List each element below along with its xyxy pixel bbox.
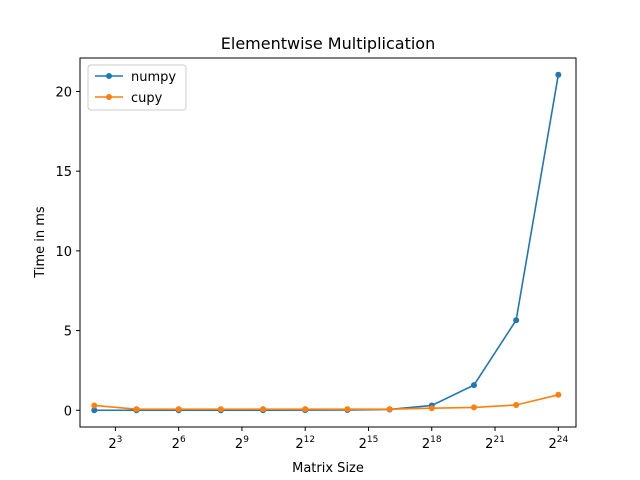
x-tick-label: 26 [172,435,186,452]
plot-area: 23 26 29 212 215 218 221 224 0 5 10 15 20 [55,71,568,452]
data-point-cupy [513,402,520,409]
x-tick-label: 215 [359,435,379,452]
series-line-cupy [94,394,559,410]
data-point-cupy [555,391,562,398]
data-point-cupy [217,406,224,413]
data-point-cupy [344,406,351,413]
data-point-cupy [386,406,393,413]
x-tick-label: 212 [295,435,315,452]
legend-marker-numpy [106,73,112,79]
x-tick-label: 29 [235,435,249,452]
legend-marker-cupy [106,94,112,100]
x-tick-label: 23 [108,435,122,452]
data-point-cupy [175,406,182,413]
x-tick-label: 221 [485,435,505,452]
data-point-cupy [133,406,140,413]
axes-frame [79,57,577,428]
legend-label-cupy: cupy [131,91,163,106]
data-point-cupy [91,402,98,409]
data-point-numpy [470,382,477,389]
data-point-cupy [260,406,267,413]
y-tick-label: 10 [55,245,72,260]
data-point-numpy [555,71,562,78]
chart-title: Elementwise Multiplication [221,34,435,53]
y-tick-label: 20 [55,85,72,100]
data-point-numpy [513,317,520,324]
x-axis-label: Matrix Size [292,461,364,476]
data-point-cupy [428,405,435,412]
legend: numpy cupy [87,64,187,111]
y-tick-label: 5 [64,325,72,340]
x-tick-label: 218 [422,435,442,452]
data-point-numpy [91,407,98,414]
y-axis-label: Time in ms [33,206,48,279]
y-tick-label: 0 [64,404,72,419]
legend-label-numpy: numpy [131,70,176,85]
y-tick-label: 15 [55,165,72,180]
x-tick-label: 224 [548,435,568,452]
series-line-numpy [94,74,560,412]
data-point-cupy [470,404,477,411]
data-point-cupy [302,406,309,413]
